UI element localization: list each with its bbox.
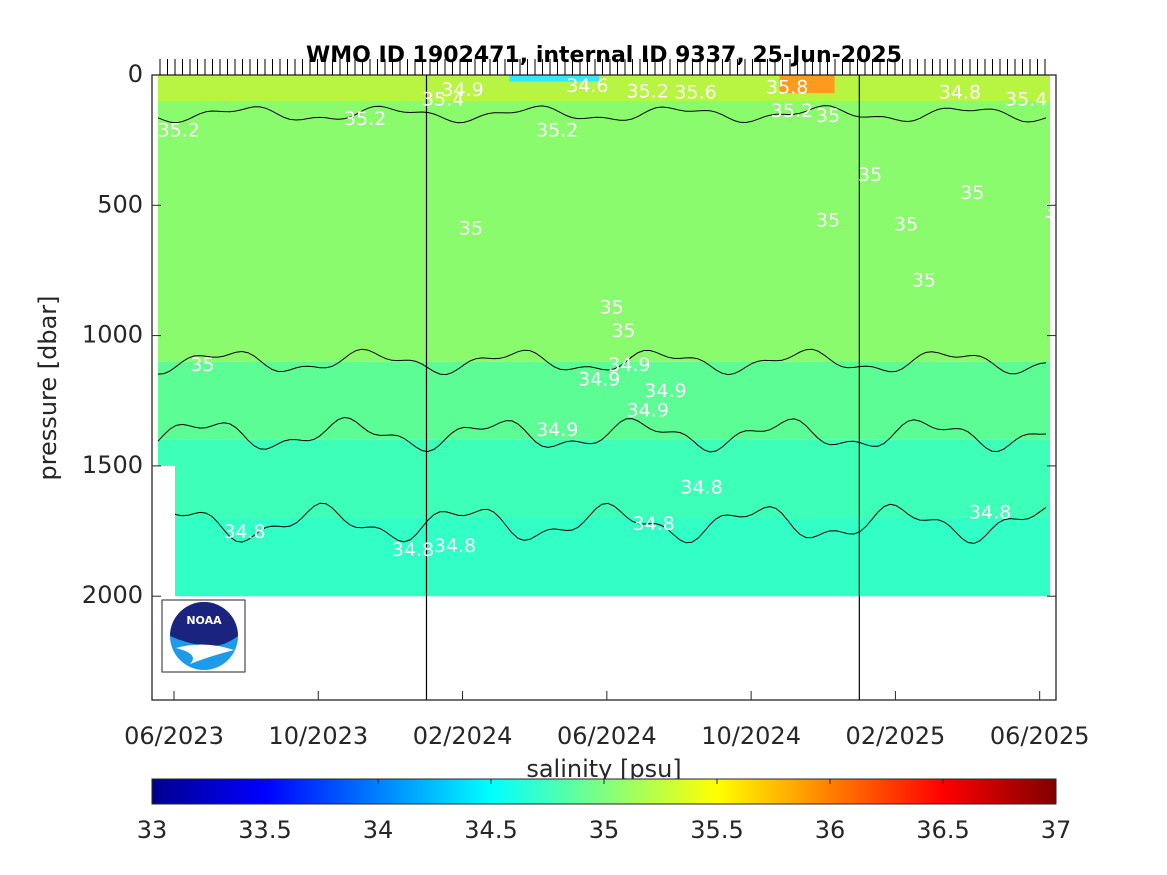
colorbar-tick-label: 34.5	[464, 816, 517, 844]
colorbar-tick-label: 35	[589, 816, 620, 844]
contour-label: 35.8	[766, 77, 808, 99]
colorbar-tick-label: 36	[815, 816, 846, 844]
y-tick-label: 1000	[82, 321, 143, 349]
contour-label: 35	[599, 297, 623, 319]
contour-label: 35	[816, 209, 840, 231]
contour-label: 34.8	[680, 477, 722, 499]
x-tick-label: 02/2025	[846, 722, 946, 750]
contour-label: 35.2	[158, 120, 200, 142]
contour-label: 34.8	[434, 535, 476, 557]
y-axis: 0 500 1000 1500 2000	[82, 60, 1056, 609]
x-tick-label: 10/2023	[268, 722, 368, 750]
contour-label: 35	[816, 105, 840, 127]
contour-label: 35	[459, 217, 483, 239]
colorbar-ticks: 33 33.5 34 34.5 35 35.5 36 36.5 37	[137, 779, 1072, 844]
x-tick-label: 06/2025	[990, 722, 1090, 750]
contour-label: 34.8	[632, 513, 674, 535]
contour-label: 34.8	[969, 501, 1011, 523]
colorbar-tick-label: 35.5	[690, 816, 743, 844]
plot-area: 35.235.235.235.235.434.9 34.6 35.2 35.6 35.8…	[152, 75, 1068, 700]
x-tick-label: 10/2024	[701, 722, 801, 750]
contour-label: 34.9	[608, 354, 650, 376]
salinity-band-34-9	[158, 361, 1050, 440]
contour-label: 35.2	[536, 120, 578, 142]
contour-label: 34.9	[441, 79, 483, 101]
colorbar-tick-label: 37	[1041, 816, 1072, 844]
noaa-logo-text: NOAA	[186, 614, 222, 627]
y-tick-label: 2000	[82, 581, 143, 609]
contour-label: 35.6	[674, 82, 716, 104]
plot-frame	[151, 74, 1057, 701]
contour-label: 35	[894, 213, 918, 235]
salinity-band-34-8	[158, 439, 1050, 519]
contour-label: 35.2	[626, 80, 668, 102]
contour-label: 34.9	[536, 419, 578, 441]
contour-35-2	[157, 105, 1047, 124]
contour-34-9	[157, 416, 1047, 453]
contour-label: 34.8	[223, 521, 265, 543]
contour-label: 35	[912, 269, 936, 291]
chart-title: WMO ID 1902471, internal ID 9337, 25-Jun…	[306, 43, 902, 68]
contour-label: 34.8	[939, 82, 981, 104]
contour-label: 35.4	[422, 88, 464, 110]
contour-label: 35	[611, 320, 635, 342]
contour-label: 35.2	[771, 100, 813, 122]
contour-label: 35	[960, 182, 984, 204]
x-tick-label: 02/2024	[413, 722, 513, 750]
contour-label: 34.9	[626, 400, 668, 422]
y-tick-label: 500	[97, 190, 143, 218]
x-axis: 06/2023 10/2023 02/2024 06/2024 10/2024 02/20…	[124, 59, 1090, 750]
high-salinity-patch	[779, 75, 835, 94]
colorbar-tick-label: 34	[363, 816, 394, 844]
contour-label: 34.6	[566, 75, 608, 97]
colorbar-tick-label: 33	[137, 816, 168, 844]
colorbar-tick-label: 36.5	[916, 816, 969, 844]
no-data-region	[158, 598, 1056, 700]
contour-label: 35	[858, 164, 882, 186]
contour-label: 35.4	[1005, 88, 1047, 110]
x-tick-label: 06/2024	[557, 722, 657, 750]
contour-34-8	[157, 502, 1047, 544]
colorbar-label: salinity [psu]	[526, 755, 681, 783]
contour-label: 35.2	[344, 108, 386, 130]
y-tick-label: 0	[128, 60, 143, 88]
contour-label: 35	[190, 354, 214, 376]
low-salinity-patch	[509, 75, 600, 82]
salinity-band-surface	[158, 75, 1050, 102]
contour-label: 34.9	[644, 380, 686, 402]
noaa-logo: NOAA	[161, 599, 246, 673]
x-tick-label: 06/2023	[124, 722, 224, 750]
contour-label: 35	[1044, 200, 1068, 222]
y-axis-label: pressure [dbar]	[34, 295, 62, 480]
contour-35	[157, 348, 1047, 376]
colorbar-tick-label: 33.5	[238, 816, 291, 844]
salinity-band-deep	[158, 518, 1050, 597]
contour-label: 34.8	[392, 539, 434, 561]
y-tick-label: 1500	[82, 451, 143, 479]
contour-label: 34.9	[578, 368, 620, 390]
salinity-band-main	[158, 75, 1050, 362]
